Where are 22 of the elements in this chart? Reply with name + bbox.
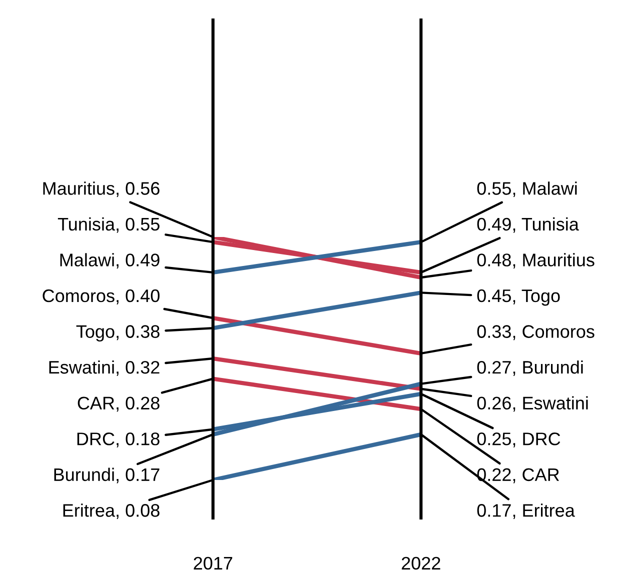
x-tick-label: 2022 — [402, 556, 440, 570]
data-label: 0.45, Togo — [477, 289, 560, 306]
data-label: Malawi, 0.49 — [60, 253, 160, 269]
data-label: 0.48, Mauritius — [477, 253, 594, 269]
data-label: 0.27, Burundi — [477, 360, 583, 376]
data-label: CAR, 0.28 — [78, 396, 160, 412]
data-label: 0.25, DRC — [477, 432, 560, 448]
data-label: 0.17, Eritrea — [477, 504, 575, 519]
data-label: 0.26, Eswatini — [477, 396, 588, 412]
data-label: Burundi, 0.17 — [54, 468, 160, 484]
data-label: Togo, 0.38 — [76, 325, 160, 342]
data-label: 0.33, Comoros — [477, 325, 594, 340]
data-label: 0.55, Malawi — [477, 182, 577, 197]
data-label: 0.49, Tunisia — [477, 217, 579, 233]
data-label: Tunisia, 0.55 — [58, 217, 160, 233]
data-label: Eswatini, 0.32 — [49, 360, 160, 376]
data-label: DRC, 0.18 — [77, 432, 160, 448]
data-label: 0.22, CAR — [477, 468, 560, 484]
data-label: Mauritius, 0.56 — [43, 182, 160, 197]
data-label: Comoros, 0.40 — [42, 289, 160, 304]
x-tick-label: 2017 — [194, 556, 232, 570]
data-label: Eritrea, 0.08 — [63, 504, 160, 519]
